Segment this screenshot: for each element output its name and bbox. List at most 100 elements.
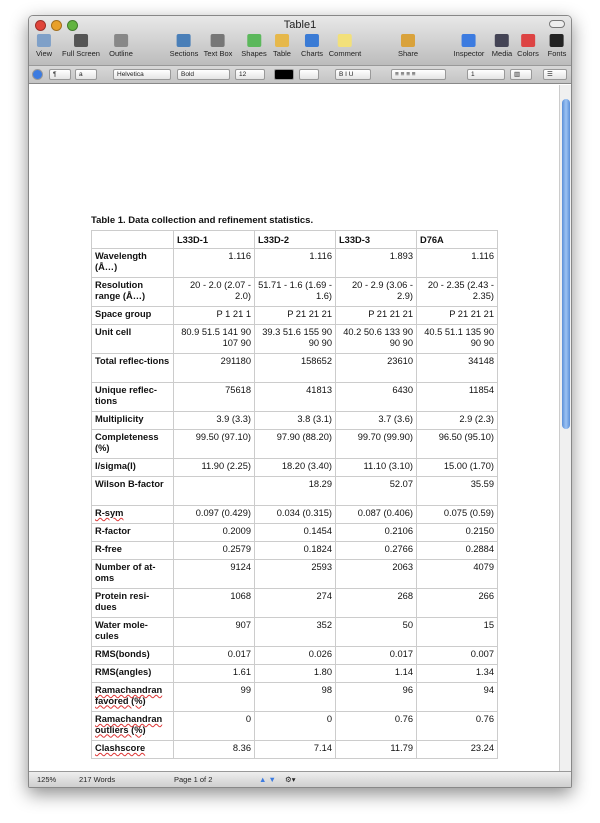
toolbar-table-button[interactable]: Table xyxy=(273,34,291,58)
table-cell[interactable]: 9124 xyxy=(173,559,255,589)
document-canvas[interactable]: Table 1. Data collection and refinement … xyxy=(29,85,559,771)
table-cell[interactable]: 99 xyxy=(173,682,255,712)
toolbar-outline-button[interactable]: Outline xyxy=(109,34,133,58)
zoom-select[interactable]: 125% xyxy=(37,775,57,784)
character-style-select[interactable]: a xyxy=(75,69,97,80)
table-cell[interactable]: 1.893 xyxy=(335,248,417,278)
table-cell[interactable]: 158652 xyxy=(254,353,336,383)
minimize-button[interactable] xyxy=(51,20,62,31)
toolbar-fonts-button[interactable]: Fonts xyxy=(548,34,566,58)
table-cell[interactable]: P 21 21 21 xyxy=(335,306,417,325)
table-cell[interactable]: 40.5 51.1 135 90 90 90 xyxy=(416,324,498,354)
table-cell[interactable]: 0.026 xyxy=(254,646,336,665)
table-cell[interactable]: 96 xyxy=(335,682,417,712)
column-header[interactable] xyxy=(91,230,174,249)
table-cell[interactable]: 0.087 (0.406) xyxy=(335,505,417,524)
table-cell[interactable]: 11854 xyxy=(416,382,498,412)
table-cell[interactable]: 352 xyxy=(254,617,336,647)
row-label[interactable]: R-factor xyxy=(91,523,174,542)
toolbar-sections-button[interactable]: Sections xyxy=(170,34,198,58)
table-cell[interactable]: 907 xyxy=(173,617,255,647)
toolbar-colors-button[interactable]: Colors xyxy=(517,34,539,58)
toolbar-media-button[interactable]: Media xyxy=(492,34,512,58)
list-style-select[interactable]: ☰ xyxy=(543,69,567,80)
font-family-select[interactable]: Helvetica xyxy=(113,69,171,80)
column-header[interactable]: L33D-1 xyxy=(173,230,255,249)
table-cell[interactable]: 1.80 xyxy=(254,664,336,683)
table-cell[interactable]: 18.20 (3.40) xyxy=(254,458,336,477)
table-cell[interactable] xyxy=(173,476,255,506)
toolbar-full-screen-button[interactable]: Full Screen xyxy=(62,34,100,58)
line-spacing-select[interactable]: 1 xyxy=(467,69,505,80)
row-label[interactable]: RMS(bonds) xyxy=(91,646,174,665)
table-cell[interactable]: 75618 xyxy=(173,382,255,412)
toolbar-view-button[interactable]: View xyxy=(36,34,52,58)
table-cell[interactable]: 1.34 xyxy=(416,664,498,683)
close-button[interactable] xyxy=(35,20,46,31)
row-label[interactable]: RMS(angles) xyxy=(91,664,174,683)
table-cell[interactable]: 0.2579 xyxy=(173,541,255,560)
table-cell[interactable]: 266 xyxy=(416,588,498,618)
row-label[interactable]: Total reflec-tions xyxy=(91,353,174,383)
table-cell[interactable]: 3.7 (3.6) xyxy=(335,411,417,430)
table-cell[interactable]: 15 xyxy=(416,617,498,647)
table-cell[interactable]: P 21 21 21 xyxy=(254,306,336,325)
scroll-thumb[interactable] xyxy=(562,99,570,429)
row-label[interactable]: Multiplicity xyxy=(91,411,174,430)
table-cell[interactable]: 0.2106 xyxy=(335,523,417,542)
table-cell[interactable]: 2593 xyxy=(254,559,336,589)
table-cell[interactable]: 0.017 xyxy=(335,646,417,665)
table-cell[interactable]: 97.90 (88.20) xyxy=(254,429,336,459)
table-cell[interactable]: 99.70 (99.90) xyxy=(335,429,417,459)
row-label[interactable]: Wilson B-factor xyxy=(91,476,174,506)
table-cell[interactable]: 1.116 xyxy=(254,248,336,278)
font-weight-select[interactable]: Bold xyxy=(177,69,230,80)
text-color-well[interactable] xyxy=(274,69,294,80)
table-cell[interactable]: 94 xyxy=(416,682,498,712)
zoom-button[interactable] xyxy=(67,20,78,31)
table-cell[interactable]: 41813 xyxy=(254,382,336,412)
table-cell[interactable]: 0 xyxy=(173,711,255,741)
table-cell[interactable]: 2063 xyxy=(335,559,417,589)
table-cell[interactable]: 39.3 51.6 155 90 90 90 xyxy=(254,324,336,354)
table-cell[interactable]: 0.2884 xyxy=(416,541,498,560)
table-cell[interactable]: 11.79 xyxy=(335,740,417,759)
table-cell[interactable]: 50 xyxy=(335,617,417,647)
columns-select[interactable]: ▥ xyxy=(510,69,532,80)
row-label[interactable]: Ramachandran favored (%) xyxy=(91,682,174,712)
table-cell[interactable]: 1.14 xyxy=(335,664,417,683)
table-cell[interactable]: 11.90 (2.25) xyxy=(173,458,255,477)
table-cell[interactable]: 23.24 xyxy=(416,740,498,759)
row-label[interactable]: Ramachandran outliers (%) xyxy=(91,711,174,741)
vertical-scrollbar[interactable] xyxy=(559,85,571,771)
table-cell[interactable]: 0.097 (0.429) xyxy=(173,505,255,524)
row-label[interactable]: Water mole-cules xyxy=(91,617,174,647)
column-header[interactable]: L33D-2 xyxy=(254,230,336,249)
row-label[interactable]: Number of at-oms xyxy=(91,559,174,589)
toolbar-share-button[interactable]: Share xyxy=(398,34,418,58)
table-cell[interactable]: 23610 xyxy=(335,353,417,383)
row-label[interactable]: Unique reflec-tions xyxy=(91,382,174,412)
row-label[interactable]: R-sym xyxy=(91,505,174,524)
table-cell[interactable]: 98 xyxy=(254,682,336,712)
row-label[interactable]: R-free xyxy=(91,541,174,560)
table-cell[interactable]: 6430 xyxy=(335,382,417,412)
bold-italic-underline-buttons[interactable]: B I U xyxy=(335,69,371,80)
row-label[interactable]: Completeness (%) xyxy=(91,429,174,459)
table-cell[interactable]: 1.116 xyxy=(416,248,498,278)
table-cell[interactable]: 0.2766 xyxy=(335,541,417,560)
table-cell[interactable]: 0.76 xyxy=(416,711,498,741)
table-cell[interactable]: 0.034 (0.315) xyxy=(254,505,336,524)
table-cell[interactable]: 0.76 xyxy=(335,711,417,741)
gear-icon[interactable]: ⚙▾ xyxy=(285,775,296,784)
column-header[interactable]: D76A xyxy=(416,230,498,249)
table-cell[interactable]: 3.8 (3.1) xyxy=(254,411,336,430)
table-cell[interactable]: 0.2009 xyxy=(173,523,255,542)
table-cell[interactable]: 34148 xyxy=(416,353,498,383)
table-cell[interactable]: 274 xyxy=(254,588,336,618)
table-cell[interactable]: 2.9 (2.3) xyxy=(416,411,498,430)
toolbar-charts-button[interactable]: Charts xyxy=(301,34,323,58)
table-cell[interactable]: 0.2150 xyxy=(416,523,498,542)
table-cell[interactable]: 1068 xyxy=(173,588,255,618)
table-cell[interactable]: 0.017 xyxy=(173,646,255,665)
